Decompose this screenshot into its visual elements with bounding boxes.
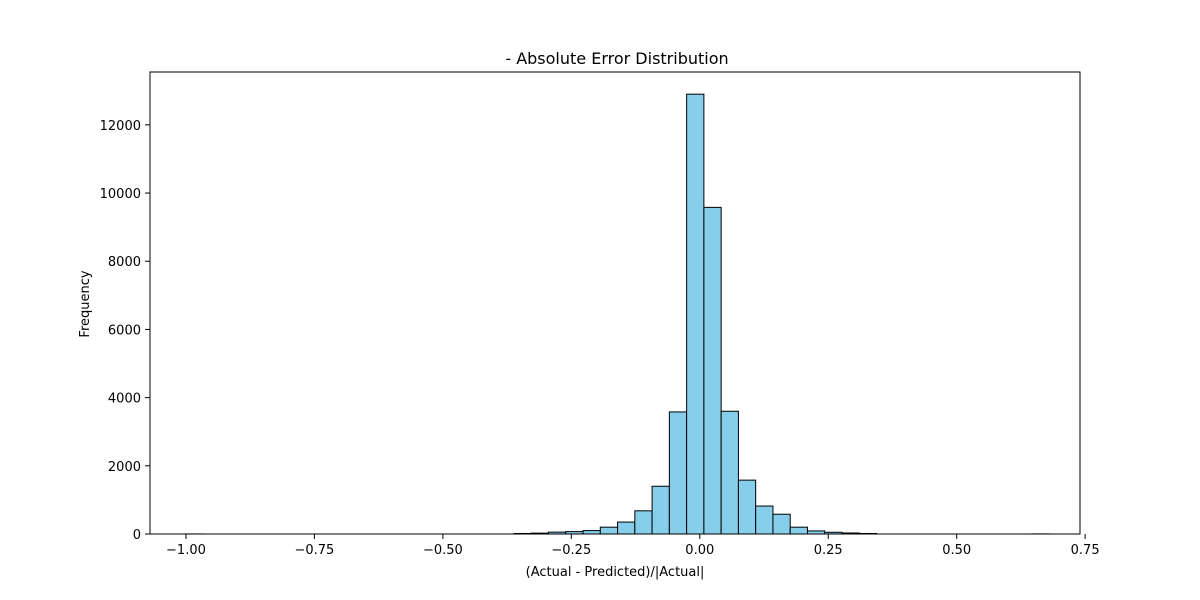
x-axis-ticks: −1.00 −0.75 −0.50 −0.25 0.00 0.25 0.50 0.75 <box>166 534 1100 558</box>
x-tick-label: −0.25 <box>551 543 591 558</box>
histogram-bar <box>737 479 757 535</box>
x-tick-label: 0.75 <box>1071 543 1100 558</box>
histogram-bar <box>617 521 636 535</box>
x-tick-label: 0.50 <box>942 543 971 558</box>
histogram-bar <box>789 526 808 535</box>
chart-title: - Absolute Error Distribution <box>505 49 728 68</box>
plot-frame <box>149 71 1081 535</box>
x-tick-label: −0.75 <box>294 543 334 558</box>
x-tick-label: −1.00 <box>166 543 206 558</box>
histogram-bar <box>703 206 722 535</box>
histogram-bar <box>668 411 688 535</box>
x-tick-label: −0.50 <box>423 543 463 558</box>
x-tick-label: 0.00 <box>685 543 714 558</box>
y-tick-label: 10000 <box>100 187 141 202</box>
y-tick-label: 12000 <box>100 119 141 134</box>
histogram-bar <box>582 530 601 535</box>
x-tick-label: 0.25 <box>814 543 843 558</box>
histogram-bars <box>185 93 1050 535</box>
y-tick-label: 0 <box>133 528 141 543</box>
histogram-bar <box>686 93 705 535</box>
histogram-bar <box>772 513 791 535</box>
histogram-bar <box>755 505 774 535</box>
y-axis-ticks: 0 2000 4000 6000 8000 10000 12000 <box>100 119 150 543</box>
histogram-bar <box>720 410 739 535</box>
y-tick-label: 6000 <box>108 323 141 338</box>
histogram-bar <box>599 526 619 535</box>
y-tick-label: 4000 <box>108 392 141 407</box>
y-axis-label: Frequency <box>78 270 93 337</box>
x-axis-label: (Actual - Predicted)/|Actual| <box>526 565 705 580</box>
histogram-bar <box>634 510 653 535</box>
y-tick-label: 8000 <box>108 255 141 270</box>
histogram-bar <box>651 485 670 535</box>
y-tick-label: 2000 <box>108 460 141 475</box>
